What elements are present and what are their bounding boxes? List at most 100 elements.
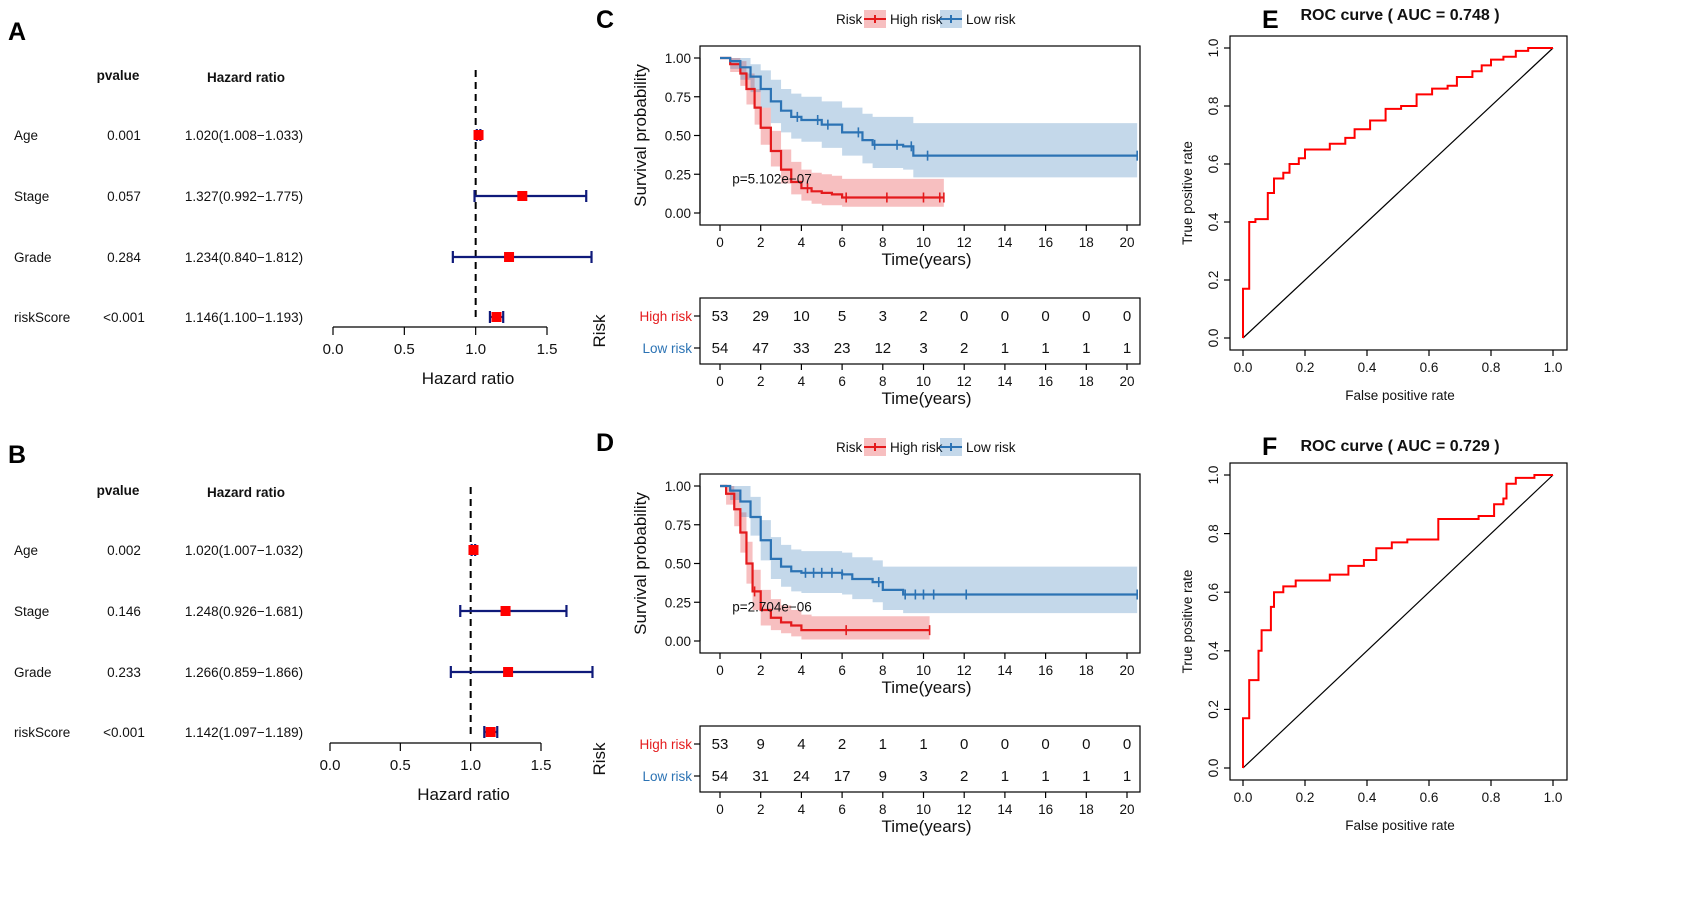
- risk-count: 1: [1041, 340, 1049, 357]
- y-tick-label: 0.2: [1206, 700, 1221, 719]
- legend-label: Low risk: [966, 12, 1016, 27]
- survival-curve: [720, 484, 930, 632]
- km-plot-c: C Risk High risk Low risk 0.00 0.25 0.50 0.75 1.…: [590, 6, 1141, 408]
- pvalue-cell: 0.057: [107, 189, 141, 204]
- y-axis-title: Survival probability: [631, 64, 650, 207]
- y-axis-title: True positive rate: [1180, 141, 1195, 245]
- x-tick-label: 8: [879, 235, 887, 250]
- risk-count: 1: [1001, 340, 1009, 357]
- roc-plot-e: E ROC curve ( AUC = 0.748 ) 0.0 0.2 0.4 0.6 0.…: [1180, 6, 1568, 403]
- x-tick-label: 0.2: [1296, 360, 1315, 375]
- risk-count: 29: [752, 308, 769, 325]
- y-tick-label: 0.25: [665, 167, 691, 182]
- variable-label: Age: [14, 128, 38, 143]
- x-tick-label: 0: [716, 235, 724, 250]
- risk-x-tick-label: 16: [1038, 374, 1053, 389]
- risk-x-tick-label: 12: [957, 374, 972, 389]
- panel-label: F: [1262, 433, 1277, 461]
- x-tick-label: 20: [1119, 235, 1134, 250]
- hazard-ratio-point: [504, 252, 515, 262]
- risk-count: 4: [797, 736, 805, 753]
- x-tick-label: 18: [1079, 663, 1094, 678]
- variable-label: Grade: [14, 665, 52, 680]
- pvalue-text: p=5.102e−07: [732, 172, 812, 187]
- y-tick-label: 0.6: [1206, 583, 1221, 602]
- x-tick-label: 2: [757, 235, 765, 250]
- hazard-ratio-point: [500, 606, 511, 616]
- y-tick-label: 0.0: [1206, 759, 1221, 778]
- hazard-ratio-point: [485, 727, 496, 737]
- x-tick-label: 10: [916, 663, 931, 678]
- risk-count: 24: [793, 768, 810, 785]
- survival-curve: [720, 484, 1138, 596]
- pvalue-header: pvalue: [97, 483, 140, 498]
- km-plot-d: D Risk High risk Low risk 0.00 0.25 0.50 0.75 1.…: [590, 429, 1141, 836]
- pvalue-header: pvalue: [97, 68, 140, 83]
- risk-x-tick-label: 6: [838, 802, 846, 817]
- risk-x-tick-label: 4: [798, 802, 806, 817]
- panel-label: B: [8, 441, 26, 469]
- y-axis-title: True positive rate: [1180, 570, 1195, 674]
- survival-curve: [720, 56, 1138, 157]
- risk-count: 2: [919, 308, 927, 325]
- x-axis-title: Hazard ratio: [417, 785, 510, 804]
- x-tick-label: 6: [838, 663, 846, 678]
- risk-count: 2: [960, 768, 968, 785]
- hazard-ratio-cell: 1.234(0.840−1.812): [185, 250, 303, 265]
- x-tick-label: 10: [916, 235, 931, 250]
- x-tick-label: 8: [879, 663, 887, 678]
- risk-count: 0: [1001, 736, 1009, 753]
- variable-label: Grade: [14, 250, 52, 265]
- risk-count: 1: [1041, 768, 1049, 785]
- risk-count: 0: [1082, 308, 1090, 325]
- risk-row-label: High risk: [639, 737, 692, 752]
- x-tick-label: 6: [838, 235, 846, 250]
- risk-count: 1: [1001, 768, 1009, 785]
- y-tick-label: 0.75: [665, 518, 691, 533]
- risk-count: 0: [1041, 308, 1049, 325]
- x-tick-label: 0.0: [323, 341, 344, 358]
- x-tick-label: 0.5: [390, 757, 411, 774]
- x-axis-title: Time(years): [881, 678, 971, 697]
- risk-count: 2: [838, 736, 846, 753]
- risk-x-tick-label: 2: [757, 374, 765, 389]
- confidence-band: [720, 58, 1138, 178]
- legend-title: Risk: [836, 12, 862, 27]
- legend-label: High risk: [890, 440, 943, 455]
- x-tick-label: 1.0: [1544, 360, 1563, 375]
- pvalue-cell: <0.001: [103, 725, 145, 740]
- risk-count: 1: [1123, 768, 1131, 785]
- y-tick-label: 0.4: [1206, 641, 1221, 660]
- pvalue-cell: 0.284: [107, 250, 141, 265]
- hazard-ratio-cell: 1.020(1.008−1.033): [185, 128, 303, 143]
- hazard-ratio-cell: 1.266(0.859−1.866): [185, 665, 303, 680]
- risk-x-tick-label: 18: [1079, 374, 1094, 389]
- risk-x-tick-label: 10: [916, 802, 931, 817]
- risk-count: 0: [1123, 308, 1131, 325]
- risk-count: 1: [879, 736, 887, 753]
- pvalue-cell: 0.002: [107, 543, 141, 558]
- y-tick-label: 1.00: [665, 479, 691, 494]
- x-tick-label: 12: [957, 235, 972, 250]
- hazard-ratio-cell: 1.327(0.992−1.775): [185, 189, 303, 204]
- x-tick-label: 12: [957, 663, 972, 678]
- x-tick-label: 0.0: [1234, 360, 1253, 375]
- panel-label: E: [1262, 6, 1279, 34]
- risk-count: 0: [960, 308, 968, 325]
- x-tick-label: 0.2: [1296, 790, 1315, 805]
- x-tick-label: 0.0: [1234, 790, 1253, 805]
- x-tick-label: 2: [757, 663, 765, 678]
- x-tick-label: 14: [997, 235, 1013, 250]
- risk-count: 54: [712, 340, 729, 357]
- risk-count: 31: [752, 768, 769, 785]
- legend-title: Risk: [836, 440, 862, 455]
- risk-count: 47: [752, 340, 769, 357]
- risk-table-title: Risk: [590, 314, 609, 348]
- x-tick-label: 0.6: [1420, 790, 1439, 805]
- risk-x-tick-label: 4: [798, 374, 806, 389]
- panel-label: D: [596, 429, 614, 457]
- risk-count: 23: [834, 340, 851, 357]
- risk-count: 54: [712, 768, 729, 785]
- roc-title: ROC curve ( AUC = 0.748 ): [1300, 7, 1499, 24]
